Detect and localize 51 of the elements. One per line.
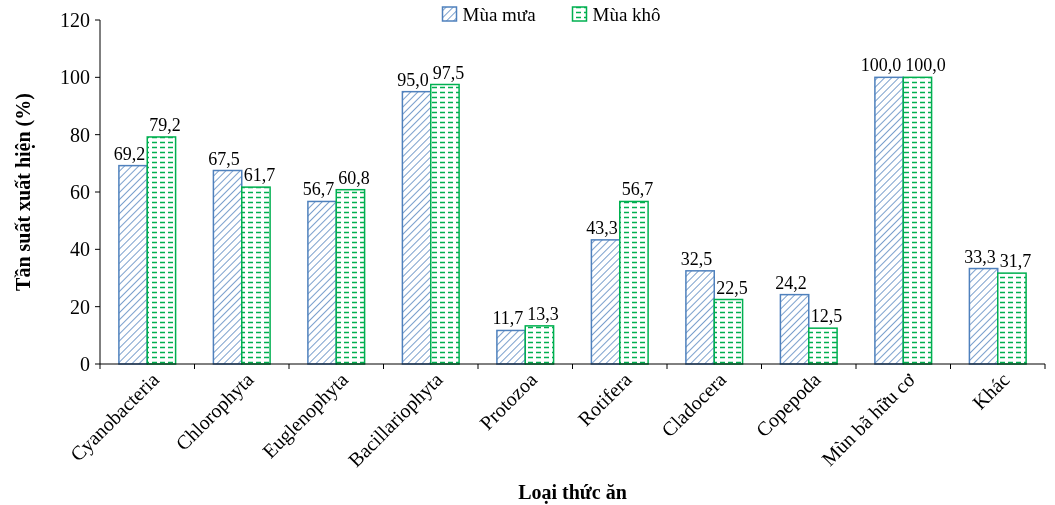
data-label: 95,0 <box>397 69 429 90</box>
data-label: 33,3 <box>964 246 996 267</box>
bar <box>307 200 337 365</box>
data-label: 69,2 <box>113 143 146 164</box>
x-axis-title: Loại thức ăn <box>518 481 627 504</box>
y-tick-label: 80 <box>70 123 90 146</box>
bar <box>779 293 810 365</box>
data-label: 67,5 <box>208 148 240 169</box>
data-label: 79,2 <box>149 114 181 135</box>
y-tick-label: 0 <box>80 353 90 375</box>
y-tick-label: 20 <box>70 295 90 318</box>
bar <box>496 329 526 365</box>
data-label: 61,7 <box>243 165 276 186</box>
bar <box>874 76 904 365</box>
data-label: 11,7 <box>492 308 524 329</box>
bar <box>212 169 243 365</box>
bar <box>808 327 838 365</box>
data-label: 12,5 <box>810 306 843 327</box>
y-tick-label: 40 <box>70 238 90 261</box>
bar <box>685 270 715 365</box>
bar <box>590 239 621 365</box>
bar <box>902 76 933 365</box>
bar <box>997 272 1027 365</box>
data-label: 100,0 <box>905 55 946 76</box>
legend-label: Mùa mưa <box>462 3 537 25</box>
bar <box>241 186 271 365</box>
data-label: 56,7 <box>302 179 335 200</box>
data-label: 60,8 <box>338 167 370 188</box>
y-tick-label: 60 <box>70 181 90 203</box>
y-tick-label: 100 <box>60 66 90 89</box>
data-label: 31,7 <box>999 251 1032 272</box>
bar <box>401 90 432 365</box>
data-label: 100,0 <box>860 55 902 76</box>
legend-label: Mùa khô <box>592 3 661 25</box>
data-label: 24,2 <box>775 272 807 293</box>
y-axis-title: Tần suất xuất hiện (%) <box>12 93 35 291</box>
data-label: 13,3 <box>527 303 559 324</box>
data-label: 56,7 <box>621 179 654 200</box>
data-label: 32,5 <box>680 248 713 269</box>
bar <box>968 267 999 365</box>
y-tick-label: 120 <box>60 9 90 31</box>
data-label: 97,5 <box>432 62 465 83</box>
bar <box>619 200 649 365</box>
bar <box>524 325 555 365</box>
data-label: 43,3 <box>586 217 618 238</box>
data-label: 22,5 <box>716 277 748 298</box>
bar <box>335 188 366 365</box>
bar <box>146 136 177 365</box>
bar <box>118 164 148 365</box>
bar <box>430 83 460 365</box>
bar <box>713 298 744 365</box>
